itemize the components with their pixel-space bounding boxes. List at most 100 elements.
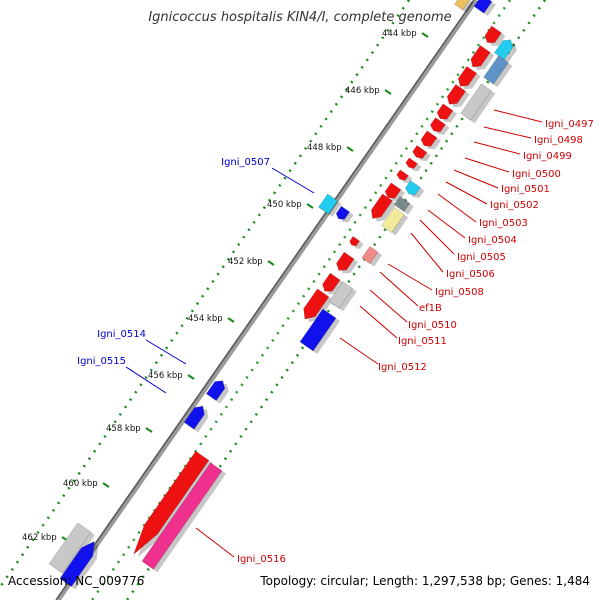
gene-plus-7[interactable]	[412, 145, 428, 159]
ruler-tick-label: 460 kbp	[63, 479, 98, 489]
label-igni_0512-leader	[339, 337, 379, 365]
gene-plus2-0[interactable]	[493, 39, 514, 61]
label-igni_0501[interactable]: Igni_0501	[501, 184, 550, 195]
label-igni_0507[interactable]: Igni_0507	[221, 157, 270, 168]
label-igni_0515[interactable]: Igni_0515	[77, 356, 126, 367]
gene-plus-9[interactable]	[396, 169, 409, 181]
ruler-tick	[346, 146, 354, 152]
label-igni_0502-leader	[445, 181, 488, 205]
label-igni_0511-leader	[359, 305, 398, 339]
gene-plus-0[interactable]	[484, 25, 502, 44]
label-igni_0514[interactable]: Igni_0514	[97, 329, 146, 340]
gene-minus-0[interactable]	[454, 0, 470, 11]
ruler-tick-label: 462 kbp	[22, 533, 57, 543]
gene-minus-1[interactable]	[473, 0, 493, 14]
label-igni_0512[interactable]: Igni_0512	[378, 362, 427, 373]
label-igni_0514-leader	[145, 339, 187, 365]
label-ef1b-leader	[379, 271, 419, 307]
gene-plus-4[interactable]	[436, 103, 454, 120]
ruler-tick	[306, 203, 314, 209]
gene-plus-10[interactable]	[384, 182, 402, 199]
ruler-tick-label: 446 kbp	[345, 86, 380, 96]
label-igni_0505-leader	[419, 219, 455, 255]
label-igni_0498-leader	[483, 126, 532, 139]
gene-plus-6[interactable]	[420, 130, 438, 147]
label-igni_0508[interactable]: Igni_0508	[435, 287, 484, 298]
genome-backbone-edge	[55, 0, 475, 600]
gene-plus-11[interactable]	[371, 193, 393, 220]
label-igni_0507-leader	[271, 167, 315, 194]
ruler-tick	[421, 32, 429, 38]
gene-plus2-9[interactable]	[141, 462, 223, 570]
ruler-tick	[187, 374, 195, 380]
label-igni_0516-leader	[195, 527, 235, 558]
gene-plus2-2[interactable]	[460, 83, 492, 121]
ruler-tick-label: 454 kbp	[188, 314, 223, 324]
gene-minus-3[interactable]	[335, 205, 350, 220]
gene-minus-6[interactable]	[48, 522, 92, 574]
label-igni_0511[interactable]: Igni_0511	[398, 336, 447, 347]
ruler-tick-label: 456 kbp	[148, 371, 183, 381]
ruler-tick	[267, 260, 275, 266]
gene-plus2-7[interactable]	[328, 281, 354, 309]
gene-plus-14[interactable]	[322, 272, 341, 292]
accession-label: Accession: NC_009776	[8, 574, 145, 588]
ruler-tick-label: 452 kbp	[228, 257, 263, 267]
label-igni_0499[interactable]: Igni_0499	[523, 151, 572, 162]
gene-features	[48, 0, 517, 590]
gene-minus-5[interactable]	[183, 405, 205, 430]
gene-plus-3[interactable]	[446, 83, 467, 105]
map-title: Ignicoccus hospitalis KIN4/I, complete g…	[148, 10, 452, 25]
label-igni_0499-leader	[473, 141, 521, 155]
ruler-tick-label: 444 kbp	[382, 29, 417, 39]
gene-minus-7[interactable]	[59, 540, 95, 587]
genome-summary: Topology: circular; Length: 1,297,538 bp…	[260, 574, 590, 588]
label-igni_0510[interactable]: Igni_0510	[408, 320, 457, 331]
gene-plus-12[interactable]	[349, 236, 360, 247]
gene-minus-2[interactable]	[318, 193, 338, 215]
label-igni_0503-leader	[437, 193, 477, 223]
label-igni_0503[interactable]: Igni_0503	[479, 218, 528, 229]
gene-plus2-8[interactable]	[299, 308, 337, 352]
label-igni_0510-leader	[369, 289, 408, 323]
ruler: 444 kbp 446 kbp 448 kbp 450 kbp 452 kbp 454 k…	[22, 29, 429, 543]
ruler-tick	[227, 317, 235, 323]
label-igni_0500-leader	[464, 157, 510, 173]
label-igni_0515-leader	[125, 366, 167, 394]
label-igni_0506[interactable]: Igni_0506	[446, 269, 495, 280]
label-igni_0504[interactable]: Igni_0504	[468, 235, 517, 246]
label-igni_0516[interactable]: Igni_0516	[237, 554, 286, 565]
label-igni_0498[interactable]: Igni_0498	[534, 135, 583, 146]
ruler-tick-label: 448 kbp	[307, 143, 342, 153]
label-igni_0505[interactable]: Igni_0505	[457, 252, 506, 263]
gene-plus-8[interactable]	[405, 157, 418, 169]
label-igni_0504-leader	[427, 209, 466, 239]
ruler-tick-label: 450 kbp	[267, 200, 302, 210]
gene-plus2-1[interactable]	[483, 55, 509, 85]
label-igni_0502[interactable]: Igni_0502	[490, 200, 539, 211]
label-igni_0500[interactable]: Igni_0500	[512, 169, 561, 180]
ruler-tick	[384, 89, 392, 95]
ruler-tick	[102, 482, 110, 488]
label-igni_0497-leader	[493, 109, 543, 123]
gene-plus2-5[interactable]	[381, 207, 405, 233]
ruler-tick-label: 458 kbp	[106, 424, 141, 434]
gene-plus-1[interactable]	[470, 45, 491, 68]
gene-plus2-4[interactable]	[393, 196, 411, 212]
gene-plus-5[interactable]	[430, 117, 446, 133]
gene-plus2-3[interactable]	[405, 180, 421, 196]
gene-plus-15[interactable]	[303, 288, 330, 320]
ruler-tick	[145, 427, 153, 433]
label-igni_0497[interactable]: Igni_0497	[545, 119, 594, 130]
genome-backbone	[55, 0, 479, 600]
gene-plus-13[interactable]	[336, 251, 355, 271]
label-ef1b[interactable]: ef1B	[419, 303, 442, 314]
gene-callouts: Igni_0507 Igni_0514 Igni_0515 Igni_0497 Igni…	[77, 109, 594, 565]
label-igni_0508-leader	[387, 263, 433, 291]
gene-minus-4[interactable]	[205, 380, 226, 402]
label-igni_0501-leader	[453, 169, 499, 189]
gene-plus-16[interactable]	[133, 450, 210, 556]
gene-plus-2[interactable]	[457, 65, 478, 87]
gene-plus2-6[interactable]	[361, 245, 379, 265]
